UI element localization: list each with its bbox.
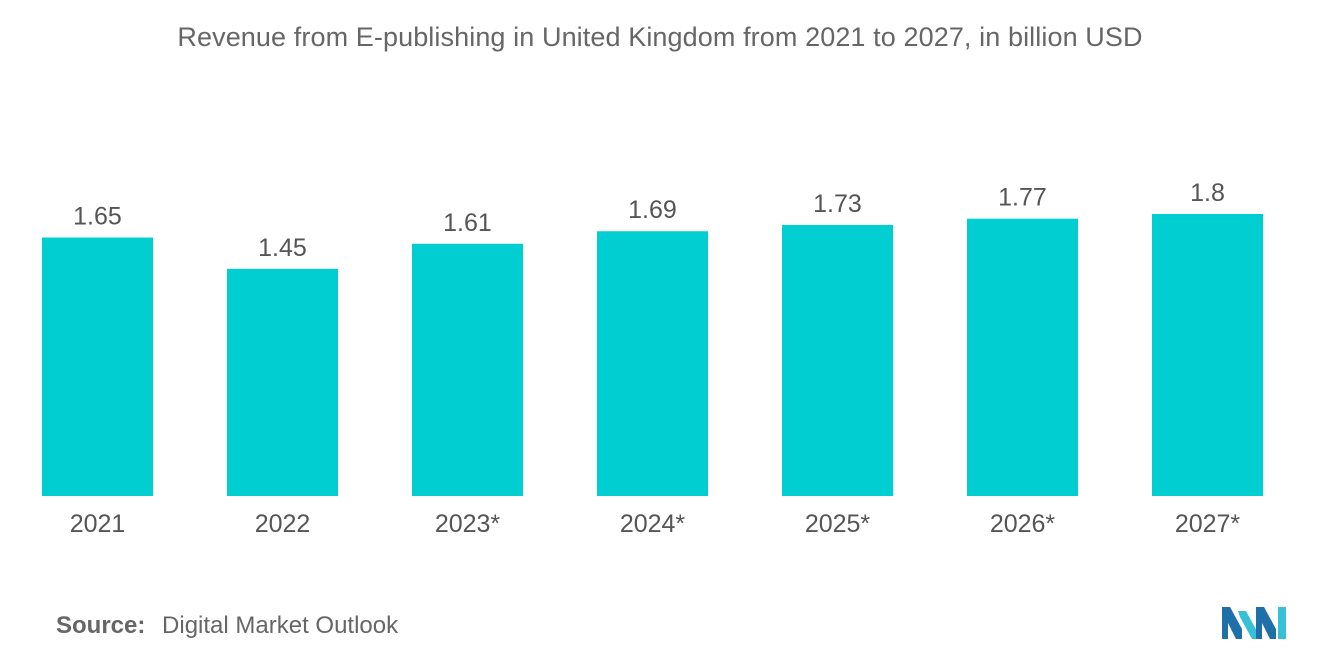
bar-2023*: [412, 243, 523, 496]
bar-2024*: [597, 231, 708, 496]
source-line: Source: Digital Market Outlook: [56, 612, 398, 640]
source-text: Digital Market Outlook: [162, 612, 399, 639]
bar-2027*: [1152, 214, 1263, 496]
x-tick-label-2027*: 2027*: [1175, 510, 1241, 538]
x-tick-label-2021: 2021: [70, 510, 126, 538]
x-tick-label-2026*: 2026*: [990, 510, 1056, 538]
bar-2021: [42, 237, 153, 496]
bar-chart: 1.65 2021 1.45 2022 1.61 2023* 1.69 2024* 1.73 20…: [42, 179, 1263, 538]
company-logo-icon: [1222, 607, 1286, 639]
data-label-2026*: 1.77: [998, 184, 1047, 212]
x-tick-label-2025*: 2025*: [805, 510, 871, 538]
source-label: Source:: [56, 612, 146, 639]
x-tick-label-2024*: 2024*: [620, 510, 686, 538]
bar-2022: [227, 268, 338, 496]
x-tick-label-2023*: 2023*: [435, 510, 501, 538]
data-label-2027*: 1.8: [1190, 179, 1225, 207]
chart-title: Revenue from E-publishing in United King…: [177, 22, 1143, 52]
data-label-2025*: 1.73: [813, 190, 862, 218]
bar-2025*: [782, 224, 893, 496]
data-label-2023*: 1.61: [443, 209, 492, 237]
data-label-2024*: 1.69: [628, 196, 677, 224]
bar-2026*: [967, 218, 1078, 496]
data-label-2021: 1.65: [73, 203, 122, 231]
data-label-2022: 1.45: [258, 234, 307, 262]
x-tick-label-2022: 2022: [255, 510, 311, 538]
